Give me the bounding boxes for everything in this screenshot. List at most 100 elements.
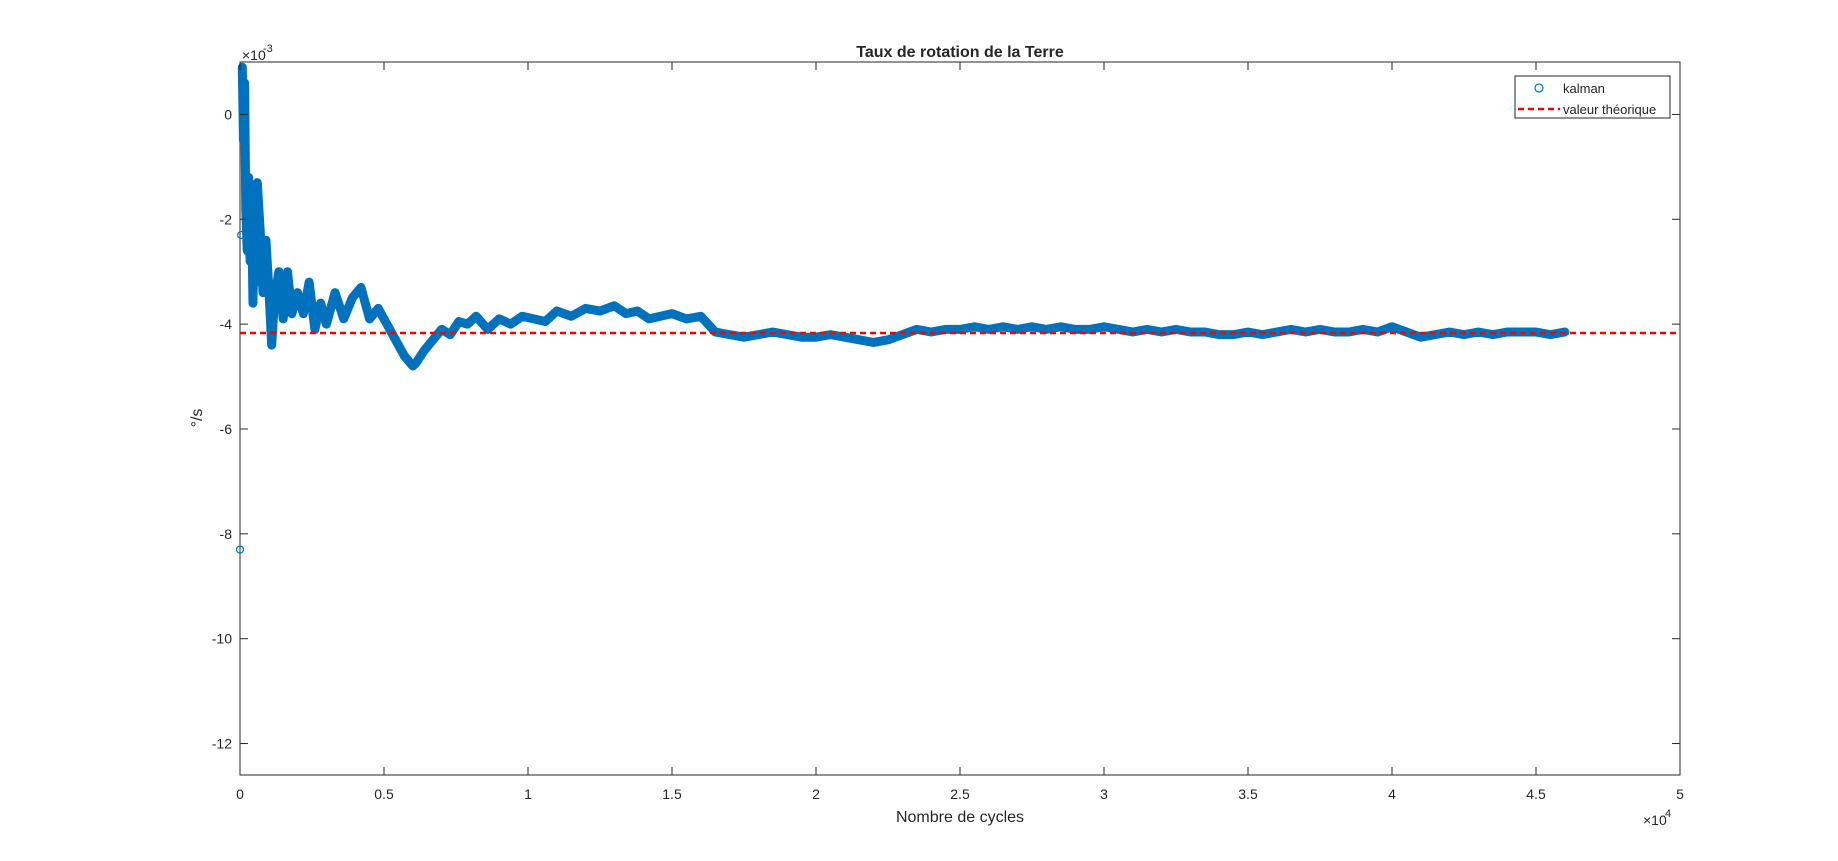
data-point-kalman bbox=[826, 330, 835, 339]
data-point-kalman bbox=[656, 312, 665, 321]
data-point-kalman bbox=[261, 236, 271, 245]
data-point-kalman bbox=[898, 330, 907, 339]
data-point-kalman bbox=[293, 288, 302, 297]
data-point-kalman bbox=[970, 322, 979, 331]
x-tick-label: 2 bbox=[812, 786, 820, 802]
data-point-kalman bbox=[483, 325, 492, 334]
x-tick-label: 4.5 bbox=[1526, 786, 1546, 802]
axes-box bbox=[239, 61, 1681, 776]
data-point-kalman bbox=[356, 283, 366, 292]
data-point-kalman bbox=[235, 545, 245, 554]
data-point-kalman bbox=[316, 299, 325, 308]
data-point-kalman bbox=[463, 320, 472, 329]
data-point-kalman bbox=[365, 314, 374, 323]
data-point-kalman bbox=[245, 257, 255, 266]
x-tick-label: 5 bbox=[1676, 786, 1684, 802]
data-point-kalman bbox=[495, 314, 504, 323]
data-point-kalman bbox=[428, 335, 438, 344]
data-point-kalman bbox=[1099, 322, 1109, 331]
x-tick-label: 3.5 bbox=[1238, 786, 1258, 802]
x-ticks: 0 0.5 1 1.5 2 2.5 3 3.5 4 4.5 5 bbox=[236, 62, 1684, 802]
data-point-kalman bbox=[567, 312, 576, 321]
data-point-kalman bbox=[912, 325, 921, 334]
data-point-kalman bbox=[446, 330, 455, 339]
data-point-kalman bbox=[1042, 325, 1051, 334]
data-point-kalman bbox=[454, 317, 463, 326]
data-point-kalman bbox=[1488, 330, 1497, 339]
data-point-kalman bbox=[1431, 330, 1440, 339]
legend-marker-kalman bbox=[1534, 83, 1544, 93]
data-point-kalman bbox=[391, 335, 400, 344]
y-axis-label: °/s bbox=[189, 409, 206, 428]
data-point-kalman bbox=[682, 314, 691, 323]
data-point-kalman bbox=[633, 306, 642, 316]
data-point-kalman bbox=[305, 278, 314, 287]
data-point-kalman bbox=[1215, 330, 1224, 339]
y-ticks: 0 -2 -4 -6 -8 -10 -12 bbox=[212, 106, 1680, 752]
x-tick-label: 3 bbox=[1100, 786, 1108, 802]
data-point-kalman bbox=[883, 335, 893, 344]
x-tick-label: 1.5 bbox=[662, 786, 682, 802]
data-point-kalman bbox=[472, 312, 481, 321]
data-point-kalman bbox=[256, 225, 265, 234]
data-point-kalman bbox=[283, 267, 292, 276]
data-point-kalman bbox=[552, 306, 561, 316]
data-point-kalman bbox=[299, 309, 308, 318]
data-point-kalman bbox=[667, 309, 677, 318]
data-point-kalman bbox=[1027, 322, 1037, 331]
chart-title: Taux de rotation de la Terre bbox=[856, 44, 1064, 61]
data-point-kalman bbox=[1013, 325, 1022, 334]
data-point-kalman bbox=[330, 288, 340, 297]
y-tick-label: -12 bbox=[212, 736, 232, 752]
data-point-kalman bbox=[258, 288, 268, 297]
y-tick-label: -2 bbox=[220, 211, 233, 227]
data-point-kalman bbox=[783, 330, 792, 339]
data-point-kalman bbox=[267, 341, 276, 350]
data-point-kalman bbox=[869, 338, 878, 347]
series-kalman-trace bbox=[237, 62, 1570, 371]
data-point-kalman bbox=[1546, 330, 1555, 339]
data-point-kalman bbox=[541, 317, 550, 326]
data-point-kalman bbox=[581, 304, 590, 313]
data-point-kalman bbox=[1114, 325, 1123, 334]
x-axis-label: Nombre de cycles bbox=[896, 809, 1024, 826]
data-point-kalman bbox=[238, 63, 247, 72]
data-point-kalman bbox=[754, 330, 763, 339]
data-point-kalman bbox=[644, 314, 654, 323]
data-point-kalman bbox=[274, 267, 283, 276]
data-point-kalman bbox=[1085, 325, 1094, 334]
data-point-kalman bbox=[374, 304, 383, 313]
data-point-kalman bbox=[270, 293, 279, 303]
data-point-kalman bbox=[1056, 322, 1065, 331]
data-point-kalman bbox=[621, 309, 631, 318]
data-point-kalman bbox=[725, 330, 734, 339]
data-point-kalman bbox=[595, 306, 605, 316]
data-point-kalman bbox=[339, 314, 348, 323]
data-point-kalman bbox=[1387, 322, 1397, 331]
data-point-kalman bbox=[240, 78, 249, 88]
data-point-kalman bbox=[287, 309, 296, 318]
y-tick-label: -4 bbox=[220, 316, 233, 332]
data-point-kalman bbox=[244, 173, 253, 182]
data-point-kalman bbox=[348, 293, 357, 303]
data-point-kalman bbox=[322, 320, 331, 329]
data-point-kalman bbox=[506, 320, 515, 329]
x-tick-label: 0 bbox=[236, 786, 244, 802]
y-exponent-power: -3 bbox=[263, 43, 273, 55]
data-point-kalman bbox=[420, 346, 429, 355]
data-point-kalman bbox=[382, 320, 391, 329]
data-point-kalman bbox=[529, 314, 538, 323]
x-tick-label: 0.5 bbox=[374, 786, 394, 802]
x-exponent-power: 4 bbox=[1665, 808, 1671, 820]
y-exponent-base: ×10 bbox=[242, 47, 266, 63]
data-point-kalman bbox=[411, 359, 420, 368]
data-point-kalman bbox=[253, 178, 262, 187]
data-point-kalman bbox=[1459, 330, 1469, 339]
data-point-kalman bbox=[1258, 330, 1267, 339]
data-point-kalman bbox=[237, 230, 246, 240]
y-tick-label: -6 bbox=[220, 421, 233, 437]
data-layer bbox=[235, 62, 1680, 554]
data-point-kalman bbox=[241, 204, 250, 213]
data-point-kalman bbox=[1229, 330, 1238, 339]
